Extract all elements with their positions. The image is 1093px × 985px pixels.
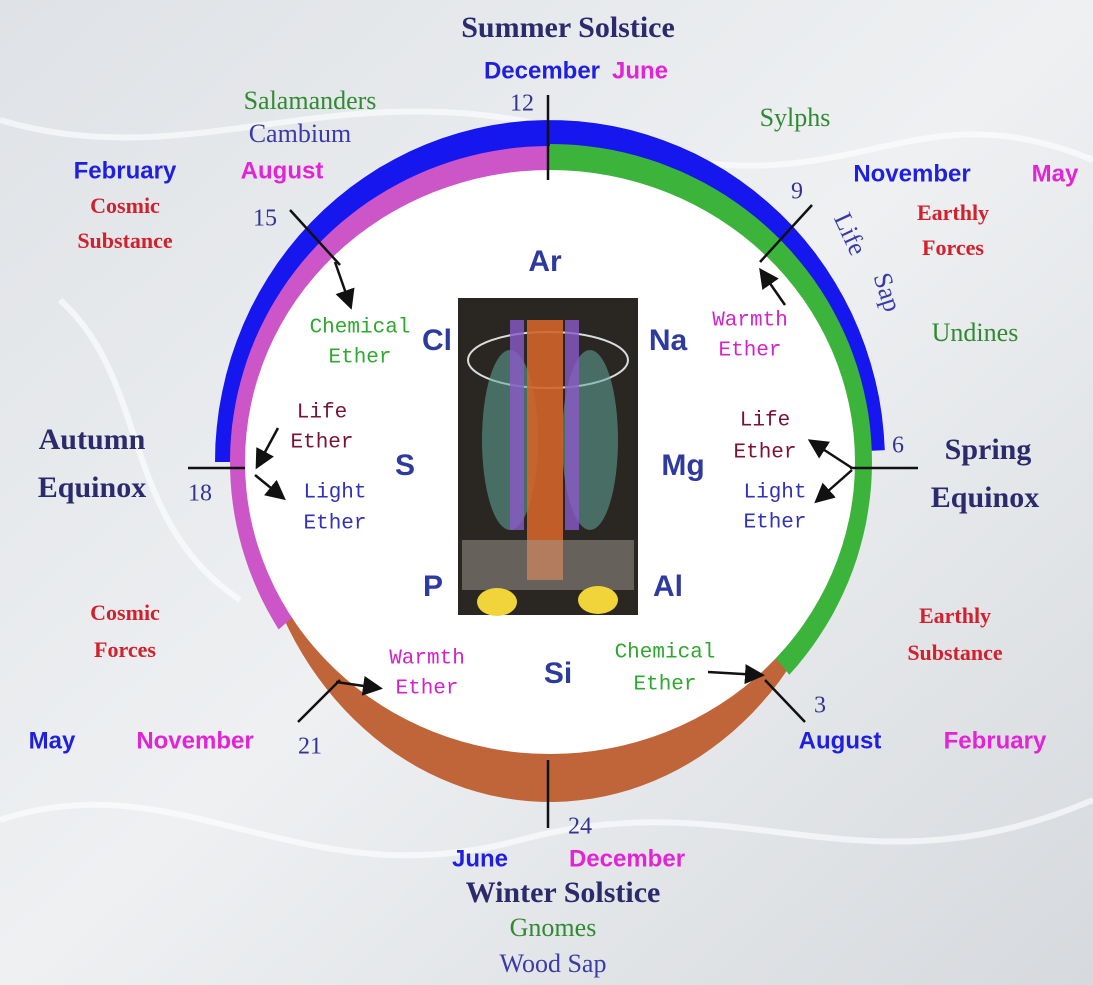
sap: Cambium (249, 119, 352, 148)
month-north: August (799, 727, 882, 754)
force: Earthly (917, 200, 989, 225)
spring-equinox: Spring (945, 433, 1032, 466)
force: Substance (77, 228, 173, 253)
ether: Ether (395, 678, 458, 701)
element: S (395, 449, 415, 482)
ether: Warmth (712, 310, 788, 333)
ether: Chemical (615, 642, 716, 665)
elemental: Undines (932, 318, 1019, 347)
hour: 18 (188, 481, 212, 507)
month-north: December (484, 57, 600, 84)
ether: Ether (718, 340, 781, 363)
hour: 15 (253, 206, 277, 232)
month-north: November (853, 160, 970, 187)
element: Ar (528, 245, 562, 278)
ether: Life (297, 402, 347, 425)
month-north: June (452, 845, 508, 872)
element: Na (649, 324, 688, 357)
ether: Warmth (389, 648, 465, 671)
hour: 3 (814, 693, 826, 719)
autumn-equinox: Autumn (39, 423, 146, 456)
sap: Wood Sap (500, 949, 607, 978)
force: Substance (907, 640, 1003, 665)
ether: Ether (328, 347, 391, 370)
ether: Life (740, 410, 790, 433)
element: Mg (661, 449, 704, 482)
month-south: August (241, 157, 324, 184)
spring-equinox: Equinox (931, 481, 1039, 514)
element: P (423, 570, 443, 603)
month-south: February (944, 727, 1047, 754)
month-north: February (74, 157, 177, 184)
element: Al (653, 570, 683, 603)
summer-solstice: Summer Solstice (461, 11, 675, 44)
ether: Light (303, 482, 366, 505)
force: Earthly (919, 603, 991, 628)
winter-solstice: Winter Solstice (466, 876, 661, 909)
ether: Light (743, 482, 806, 505)
center-painting (458, 298, 638, 616)
ether: Ether (733, 442, 796, 465)
element: Si (544, 657, 572, 690)
element: Cl (422, 324, 452, 357)
force: Forces (94, 637, 156, 662)
elemental: Salamanders (244, 86, 377, 115)
ether: Ether (633, 674, 696, 697)
force: Cosmic (90, 193, 160, 218)
elemental: Sylphs (760, 103, 831, 132)
hour: 12 (510, 91, 534, 117)
force: Cosmic (90, 600, 160, 625)
ether: Ether (290, 432, 353, 455)
month-south: December (569, 845, 685, 872)
ether: Ether (743, 512, 806, 535)
ether: Chemical (310, 317, 411, 340)
force: Forces (922, 235, 984, 260)
diagram: Summer Solstice December June 12 Salaman… (0, 0, 1093, 985)
elemental: Gnomes (510, 913, 597, 942)
hour: 21 (298, 734, 322, 760)
ether: Ether (303, 513, 366, 536)
month-north: May (29, 727, 76, 754)
hour: 6 (892, 433, 904, 459)
month-south: June (612, 57, 668, 84)
month-south: November (136, 727, 253, 754)
autumn-equinox: Equinox (38, 471, 146, 504)
hour: 9 (791, 179, 803, 205)
month-south: May (1032, 160, 1079, 187)
hour: 24 (568, 814, 592, 840)
